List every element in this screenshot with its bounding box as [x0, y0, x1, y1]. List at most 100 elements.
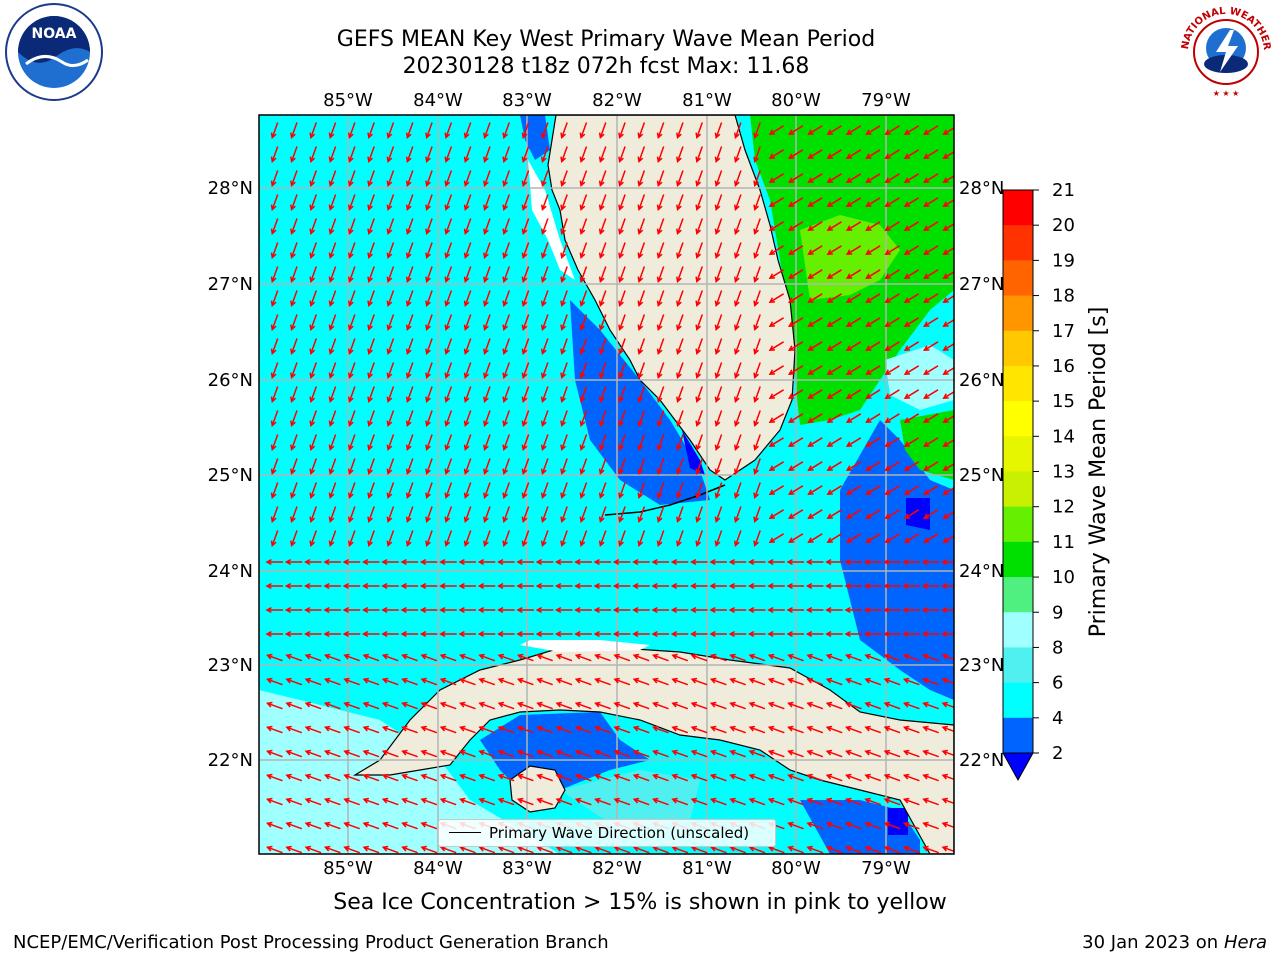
- wave-direction-arrow: [902, 558, 920, 566]
- wave-direction-arrow: [323, 630, 341, 638]
- wave-direction-arrow: [439, 582, 457, 590]
- wave-direction-arrow: [425, 362, 433, 379]
- wave-direction-arrow: [516, 797, 534, 806]
- wave-direction-arrow: [612, 606, 631, 614]
- wave-direction-arrow: [304, 606, 322, 614]
- wave-direction-arrow: [733, 242, 742, 259]
- wave-direction-arrow: [309, 410, 318, 427]
- wave-direction-arrow: [807, 365, 823, 376]
- wave-direction-arrow: [652, 797, 669, 806]
- wave-direction-arrow: [401, 845, 418, 854]
- wave-direction-arrow: [579, 194, 588, 211]
- wave-direction-arrow: [560, 458, 568, 475]
- wave-direction-arrow: [405, 242, 414, 259]
- wave-direction-arrow: [768, 149, 784, 160]
- wave-direction-arrow: [270, 314, 279, 331]
- wave-direction-arrow: [637, 530, 646, 547]
- wave-direction-arrow: [362, 797, 380, 806]
- wave-direction-arrow: [477, 582, 496, 590]
- wave-direction-arrow: [651, 606, 669, 614]
- wave-direction-arrow: [536, 773, 553, 782]
- footer-credit: NCEP/EMC/Verification Post Processing Pr…: [13, 932, 609, 953]
- lon-label-bottom: 81°W: [682, 858, 732, 879]
- wave-direction-arrow: [521, 146, 530, 163]
- wave-direction-arrow: [290, 458, 298, 475]
- wave-direction-arrow: [347, 194, 356, 211]
- wave-direction-arrow: [825, 845, 843, 854]
- wave-direction-arrow: [304, 653, 322, 662]
- wave-direction-arrow: [714, 434, 723, 451]
- wave-direction-arrow: [864, 773, 882, 782]
- wave-direction-arrow: [285, 773, 303, 782]
- wave-direction-arrow: [903, 197, 920, 208]
- wave-direction-arrow: [845, 797, 862, 806]
- wave-direction-arrow: [367, 338, 375, 355]
- wave-direction-arrow: [367, 146, 375, 163]
- lat-label-left: 25°N: [208, 465, 253, 486]
- wave-direction-arrow: [806, 821, 824, 830]
- wave-direction-arrow: [328, 434, 337, 451]
- wave-direction-arrow: [579, 482, 588, 499]
- wave-direction-arrow: [941, 677, 954, 685]
- wave-direction-arrow: [323, 725, 341, 734]
- wave-direction-arrow: [362, 677, 380, 686]
- wave-direction-arrow: [270, 530, 279, 547]
- wave-direction-arrow: [579, 266, 588, 283]
- wave-direction-arrow: [463, 266, 472, 283]
- period-zone-light-bahamas: [885, 345, 954, 410]
- wave-direction-arrow: [656, 482, 665, 499]
- wave-direction-arrow: [598, 506, 607, 523]
- lat-labels-left: 28°N 27°N 26°N 25°N 24°N 23°N 22°N: [208, 178, 253, 771]
- wave-direction-arrow: [844, 630, 862, 638]
- wave-direction-arrow: [652, 773, 669, 782]
- wave-direction-arrow: [540, 266, 549, 283]
- wave-direction-arrow: [902, 821, 920, 830]
- wave-direction-arrow: [323, 845, 341, 854]
- wave-direction-arrow: [753, 530, 761, 547]
- wave-direction-arrow: [637, 314, 646, 331]
- wave-direction-arrow: [883, 725, 901, 734]
- wave-direction-arrow: [328, 290, 337, 307]
- wave-direction-arrow: [787, 749, 804, 758]
- wave-direction-arrow: [714, 458, 723, 475]
- wave-direction-arrow: [381, 773, 399, 782]
- wave-direction-arrow: [883, 630, 901, 638]
- wave-direction-arrow: [670, 558, 689, 566]
- wave-direction-arrow: [825, 773, 843, 782]
- wave-direction-arrow: [768, 341, 784, 352]
- wave-direction-arrow: [747, 606, 766, 614]
- wave-direction-arrow: [922, 797, 939, 806]
- wave-direction-arrow: [560, 242, 568, 259]
- wave-direction-arrow: [845, 821, 862, 830]
- wave-direction-arrow: [902, 630, 920, 638]
- wave-direction-arrow: [362, 773, 380, 782]
- period-zone-deep-blue-3: [682, 430, 705, 475]
- wave-direction-arrow: [845, 365, 862, 376]
- wave-direction-arrow: [714, 410, 723, 427]
- wave-direction-arrow: [381, 630, 399, 638]
- wave-direction-arrow: [266, 845, 283, 854]
- wave-direction-arrow: [290, 386, 298, 403]
- wave-direction-arrow: [845, 389, 862, 400]
- wave-direction-arrow: [521, 410, 530, 427]
- wave-direction-arrow: [807, 341, 823, 352]
- wave-direction-arrow: [270, 434, 279, 451]
- wave-direction-arrow: [458, 558, 476, 566]
- wave-direction-arrow: [787, 701, 804, 710]
- wave-direction-arrow: [516, 653, 534, 662]
- wave-direction-arrow: [753, 410, 761, 427]
- colorbar-segment: [1003, 260, 1033, 297]
- wave-direction-arrow: [540, 218, 549, 235]
- wave-direction-arrow: [555, 653, 573, 662]
- wave-direction-arrow: [290, 314, 298, 331]
- wave-direction-arrow: [690, 582, 708, 590]
- wave-direction-arrow: [516, 582, 534, 590]
- wave-direction-arrow: [444, 338, 453, 355]
- wave-direction-arrow: [805, 630, 824, 638]
- wave-direction-arrow: [419, 630, 438, 638]
- wave-direction-arrow: [521, 362, 530, 379]
- wave-direction-arrow: [497, 582, 515, 590]
- wave-direction-arrow: [425, 530, 433, 547]
- colorbar-segment: [1003, 295, 1033, 332]
- wave-direction-arrow: [787, 533, 804, 544]
